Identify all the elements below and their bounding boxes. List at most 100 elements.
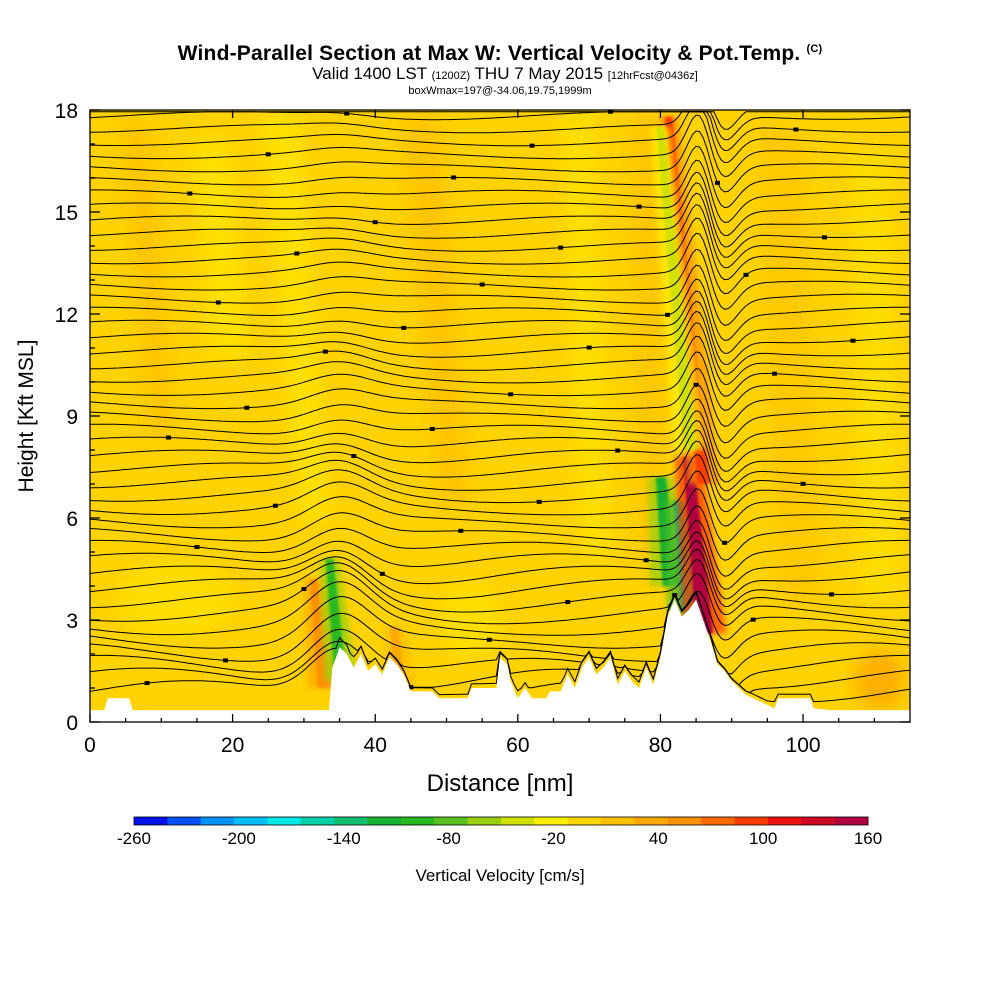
isentrope-line xyxy=(90,569,910,626)
colorbar-title: Vertical Velocity [cm/s] xyxy=(415,866,584,885)
isentrope-line xyxy=(90,520,910,577)
isentrope-label xyxy=(536,499,542,504)
isentrope-label xyxy=(793,127,799,132)
colorbar-swatch xyxy=(400,817,435,825)
isentrope-label xyxy=(665,312,671,317)
isentrope-line xyxy=(90,248,910,310)
colorbar-tick-label: 100 xyxy=(749,829,777,848)
isentrope-line xyxy=(90,531,910,590)
isentrope-label xyxy=(272,503,278,508)
isentrope-line xyxy=(90,300,910,365)
isentrope-label xyxy=(372,220,378,225)
chart-title-block: Wind-Parallel Section at Max W: Vertical… xyxy=(0,38,1000,97)
isentrope-line xyxy=(90,192,910,258)
isentrope-label xyxy=(458,528,464,533)
axis-tick-labels: 0 20 40 60 80 100 0 3 6 9 12 15 18 xyxy=(55,100,821,757)
colorbar-swatch xyxy=(767,817,802,825)
isentrope-line xyxy=(90,264,910,326)
isentrope-line xyxy=(90,217,910,281)
colorbar-swatch xyxy=(334,817,368,825)
isentrope-label xyxy=(222,658,228,663)
isentrope-label xyxy=(294,251,300,256)
x-tick-label: 80 xyxy=(649,734,672,757)
isentrope-label xyxy=(615,448,621,453)
colorbar-tick-label: -260 xyxy=(117,829,151,848)
forecast-info: [12hrFcst@0436z] xyxy=(607,70,698,82)
colorbar-tick-label: -200 xyxy=(222,829,256,848)
colorbar-swatch xyxy=(200,817,235,825)
copyright-mark: (C) xyxy=(806,43,823,55)
isentrope-label xyxy=(429,426,435,431)
isentrope-line xyxy=(90,232,910,295)
isentrope-label xyxy=(165,435,171,440)
isentrope-line xyxy=(90,558,910,616)
isentrope-label xyxy=(322,349,328,354)
isentrope-label xyxy=(144,681,150,686)
isentrope-line xyxy=(90,581,910,641)
isentrope-label xyxy=(850,338,856,343)
valid-time: Valid 1400 LST xyxy=(312,64,427,83)
colorbar-swatch xyxy=(134,817,168,825)
isentrope-line xyxy=(90,454,910,513)
isentrope-label xyxy=(451,175,457,180)
valid-time-line: Valid 1400 LST (1200Z) THU 7 May 2015 [1… xyxy=(10,65,1000,85)
isentrope-label xyxy=(508,392,514,397)
isentrope-label xyxy=(636,204,642,209)
isentrope-label xyxy=(344,111,350,116)
colorbar-swatch xyxy=(834,817,869,825)
isentrope-label xyxy=(301,587,307,592)
isentrope-line xyxy=(90,145,910,209)
isentrope-line xyxy=(90,590,910,659)
isentrope-label xyxy=(187,191,193,196)
box-wmax-info: boxWmax=197@-34.06,19.75,1999m xyxy=(408,85,592,97)
isentrope-label xyxy=(265,152,271,157)
colorbar-swatch xyxy=(434,817,468,825)
colorbar-tick-label: 40 xyxy=(649,829,668,848)
isentrope-label xyxy=(800,481,806,486)
x-tick-label: 40 xyxy=(364,734,387,757)
valid-date: THU 7 May 2015 xyxy=(474,64,604,83)
colorbar-swatch xyxy=(467,817,502,825)
isentrope-label xyxy=(529,143,535,148)
isentrope-line xyxy=(90,351,910,411)
colorbar-swatch xyxy=(701,817,735,825)
axis-ticks xyxy=(89,109,910,723)
colorbar-swatch xyxy=(734,817,769,825)
colorbar-tick-labels: -260 -200 -140 -80 -20 40 100 160 xyxy=(117,829,882,848)
colorbar-tick-label: -140 xyxy=(327,829,361,848)
isentrope-line xyxy=(90,322,910,385)
isentrope-line xyxy=(90,111,910,164)
colorbar xyxy=(133,816,869,826)
isentrope-line xyxy=(90,114,910,178)
terrain-mask xyxy=(90,599,910,722)
isentrope-label xyxy=(672,593,678,598)
isentrope-line xyxy=(90,368,910,427)
isentrope-line xyxy=(90,591,910,686)
isentrope-label xyxy=(829,592,835,597)
x-tick-label: 0 xyxy=(84,734,96,757)
colorbar-swatch xyxy=(367,817,402,825)
y-tick-label: 0 xyxy=(66,712,78,735)
chart-title: Wind-Parallel Section at Max W: Vertical… xyxy=(0,38,1000,65)
isentrope-line xyxy=(90,488,910,544)
isentrope-line xyxy=(90,440,910,501)
isentrope-line xyxy=(90,310,910,375)
isentrope-line xyxy=(90,398,910,459)
colorbar-frame xyxy=(133,816,869,826)
isentrope-label xyxy=(743,272,749,277)
isentrope-label xyxy=(401,325,407,330)
y-tick-label: 15 xyxy=(55,202,78,225)
isentrope-line xyxy=(90,419,910,483)
colorbar-swatch xyxy=(601,817,635,825)
isentrope-line xyxy=(90,278,910,341)
isentrope-label xyxy=(479,282,485,287)
isentrope-line xyxy=(90,111,910,152)
isentrope-label xyxy=(772,371,778,376)
isentrope-label xyxy=(486,637,492,642)
isentrope-label xyxy=(722,540,728,545)
isentrope-label xyxy=(215,300,221,305)
colorbar-tick-label: -80 xyxy=(436,829,461,848)
isentrope-line xyxy=(90,540,910,600)
isentrope-label xyxy=(586,345,592,350)
